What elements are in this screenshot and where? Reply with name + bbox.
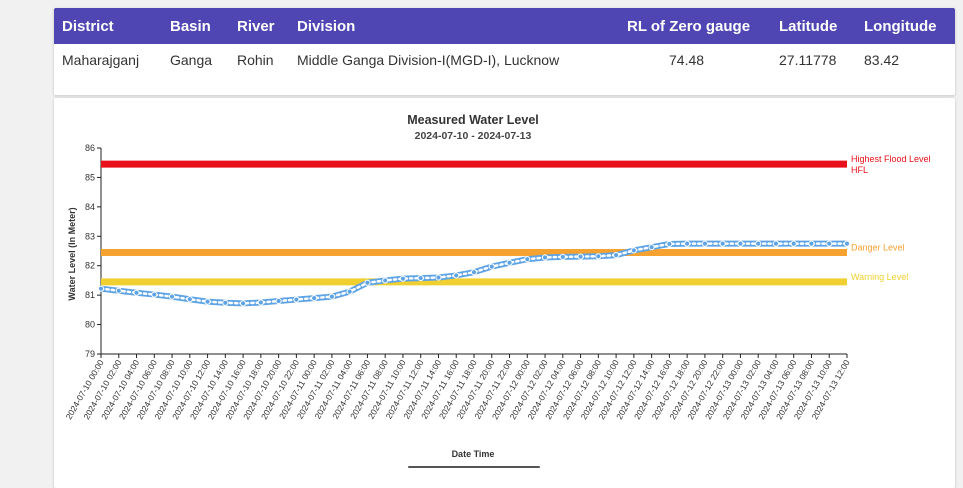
data-point	[506, 259, 513, 266]
data-point	[808, 240, 815, 247]
data-point	[239, 300, 247, 307]
y-tick-label: 81	[85, 290, 95, 300]
data-point	[453, 272, 460, 279]
reference-line-label: Highest Flood Level	[851, 154, 931, 164]
data-point	[577, 253, 584, 260]
cell-district: Maharajganj	[62, 52, 140, 68]
data-point	[488, 263, 495, 270]
data-point	[772, 240, 780, 247]
cell-basin: Ganga	[170, 52, 213, 68]
data-point	[630, 247, 637, 254]
y-tick-label: 86	[85, 143, 95, 153]
data-point	[399, 275, 407, 282]
scrollbar[interactable]	[408, 466, 540, 468]
data-point	[524, 256, 531, 263]
data-point	[470, 269, 478, 276]
data-point	[737, 240, 744, 247]
header-rl-zero-gauge: RL of Zero gauge	[619, 8, 771, 44]
data-point	[435, 274, 442, 281]
data-point	[364, 279, 371, 286]
cell-rl-zero-gauge: 74.48	[669, 52, 705, 68]
data-point	[382, 277, 389, 284]
y-tick-label: 83	[85, 231, 95, 241]
data-point	[151, 291, 158, 298]
cell-river: Rohin	[237, 52, 274, 68]
y-tick-label: 84	[85, 202, 95, 212]
data-point	[719, 240, 726, 247]
data-point	[559, 253, 566, 260]
data-point	[311, 294, 318, 302]
data-point	[701, 240, 709, 247]
y-tick-label: 80	[85, 320, 95, 330]
data-point	[684, 240, 691, 247]
data-point	[97, 285, 105, 292]
data-point	[133, 289, 140, 296]
x-axis-label: Date Time	[452, 449, 495, 459]
header-latitude: Latitude	[771, 8, 856, 44]
header-division: Division	[289, 8, 619, 44]
station-info-table: District Basin River Division RL of Zero…	[54, 8, 955, 86]
water-level-chart: Measured Water Level 2024-07-10 - 2024-0…	[64, 113, 931, 459]
header-longitude: Longitude	[856, 8, 955, 44]
data-point	[541, 254, 549, 261]
data-point	[346, 288, 353, 295]
data-point	[666, 240, 673, 248]
data-point	[648, 244, 655, 251]
data-point	[595, 253, 602, 260]
data-point	[115, 287, 122, 294]
data-point	[293, 296, 300, 303]
header-river: River	[229, 8, 289, 44]
data-point	[168, 293, 176, 300]
data-point	[186, 296, 193, 303]
cell-longitude: 83.42	[864, 52, 900, 68]
data-point	[843, 240, 851, 247]
data-point	[826, 240, 833, 247]
data-point	[417, 274, 424, 282]
data-point	[257, 299, 264, 306]
water-level-chart-card: Measured Water Level 2024-07-10 - 2024-0…	[54, 98, 955, 488]
station-info-card: District Basin River Division RL of Zero…	[54, 8, 955, 95]
table-header-row: District Basin River Division RL of Zero…	[54, 8, 955, 44]
data-point	[328, 293, 336, 300]
y-tick-label: 79	[85, 349, 95, 359]
reference-line-label: HFL	[851, 165, 868, 175]
data-point	[612, 252, 620, 259]
reference-line-label: Danger Level	[851, 242, 905, 252]
y-tick-label: 82	[85, 261, 95, 271]
header-district: District	[54, 8, 162, 44]
data-point	[204, 298, 211, 305]
data-point	[222, 299, 229, 306]
header-basin: Basin	[162, 8, 229, 44]
data-point	[275, 297, 282, 305]
table-row: Maharajganj Ganga Rohin Middle Ganga Div…	[54, 44, 955, 86]
data-point	[790, 240, 797, 247]
chart-title: Measured Water Level	[407, 113, 539, 127]
y-axis-label: Water Level (In Meter)	[67, 207, 77, 300]
reference-line-label: Warning Level	[851, 272, 908, 282]
chart-subtitle: 2024-07-10 - 2024-07-13	[415, 130, 532, 142]
data-point	[755, 240, 762, 247]
cell-latitude: 27.11778	[779, 52, 837, 68]
y-tick-label: 85	[85, 172, 95, 182]
cell-division: Middle Ganga Division-I(MGD-I), Lucknow	[297, 52, 560, 68]
